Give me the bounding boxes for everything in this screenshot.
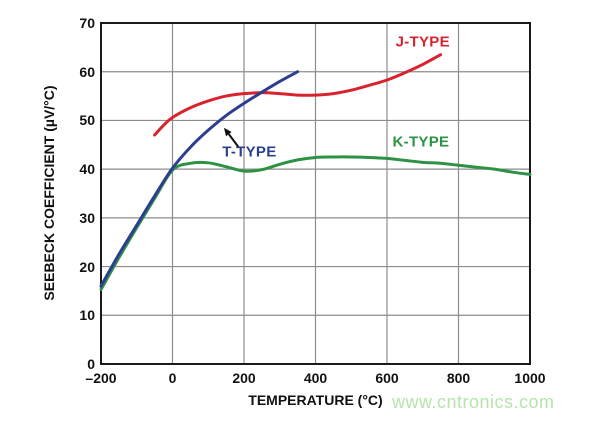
plot-frame (100, 22, 531, 365)
y-tick-label: 40 (79, 161, 95, 178)
x-axis-title: TEMPERATURE (°C) (248, 392, 383, 408)
series-label-t-type: T-TYPE (222, 143, 277, 161)
annotation-arrow-line (227, 133, 240, 148)
y-tick-label: 50 (79, 112, 95, 129)
watermark: www.cntronics.com (392, 392, 555, 412)
x-tick-label: 600 (375, 370, 399, 386)
x-tick-label: 800 (446, 370, 471, 386)
series-curve-t-type (99, 70, 300, 288)
y-tick-label: 60 (79, 63, 95, 80)
series-label-k-type: K-TYPE (392, 133, 450, 151)
x-tick-label: 1000 (514, 370, 546, 386)
series-curve-j-type (153, 53, 443, 137)
y-tick-label: 20 (79, 258, 95, 275)
series-label-j-type: J-TYPE (395, 33, 450, 51)
x-tick-label: –200 (85, 370, 117, 386)
y-tick-label: 70 (79, 15, 95, 31)
x-tick-label: 400 (303, 370, 328, 386)
y-tick-label: 30 (79, 209, 95, 226)
y-axis-title: SEEBECK COEFFICIENT (µV/°C) (41, 85, 57, 301)
x-tick-label: 0 (168, 370, 177, 386)
y-tick-label: 0 (87, 356, 95, 372)
x-tick-label: 200 (232, 370, 256, 386)
annotation-arrow-head (223, 127, 232, 137)
y-tick-label: 10 (79, 307, 95, 324)
